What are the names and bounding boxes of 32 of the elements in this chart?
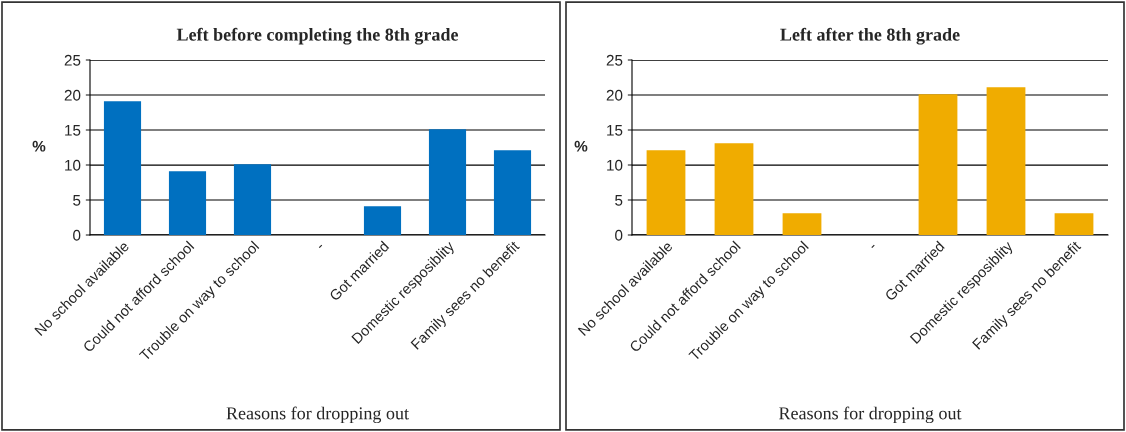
y-tick-label: 0: [73, 229, 81, 241]
x-axis-title: Reasons for dropping out: [226, 406, 409, 424]
y-tick-label: 25: [64, 54, 81, 66]
y-tick-label: 20: [606, 89, 623, 101]
bar: [363, 206, 402, 235]
bar: [233, 164, 272, 235]
y-tick-label: 0: [615, 229, 623, 241]
bar: [986, 87, 1026, 235]
y-tick-label: 20: [64, 89, 81, 101]
y-tick-label: 5: [615, 195, 623, 206]
chart-title: Left after the 8th grade: [780, 27, 960, 45]
y-tick-label: 5: [73, 195, 81, 206]
bar: [714, 143, 754, 235]
bar: [103, 101, 142, 235]
y-axis-title: %: [32, 140, 46, 152]
y-tick-label: 25: [606, 54, 623, 66]
bar: [918, 94, 958, 235]
y-tick-label: 15: [65, 125, 81, 136]
bar: [782, 213, 822, 235]
bar: [1054, 213, 1094, 235]
y-axis-title: %: [574, 140, 588, 152]
x-tick-label: -: [871, 244, 875, 248]
chart-title: Left before completing the 8th grade: [176, 27, 459, 45]
x-axis-title: Reasons for dropping out: [779, 406, 962, 424]
bar: [646, 150, 686, 235]
y-tick-label: 10: [65, 159, 81, 171]
y-tick-label: 15: [607, 125, 623, 136]
bar: [493, 150, 532, 235]
x-tick-label: -: [318, 244, 323, 248]
bar: [428, 129, 467, 235]
y-tick-label: 10: [607, 159, 623, 171]
bar: [168, 171, 207, 235]
